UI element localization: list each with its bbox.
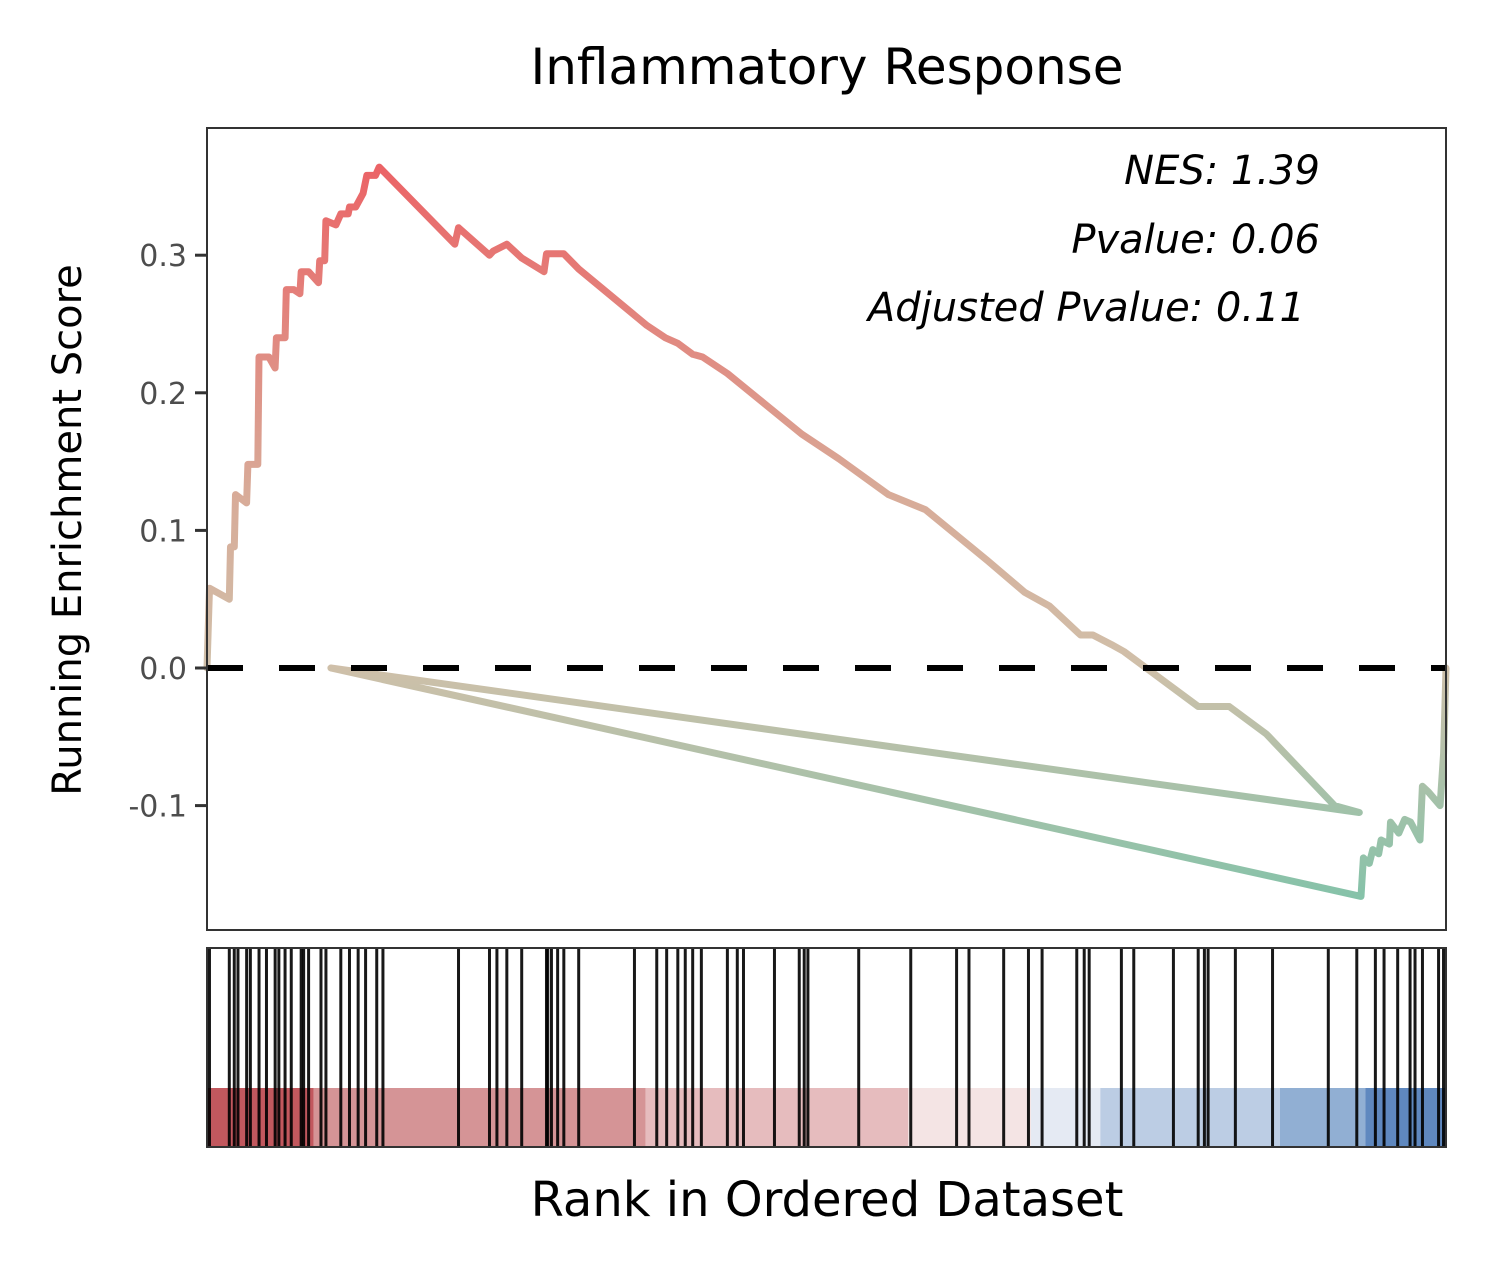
rank-band <box>1100 1088 1280 1147</box>
y-tick-label: 0.2 <box>139 377 187 412</box>
chart-title: Inflammatory Response <box>530 38 1124 96</box>
rank-band <box>1279 1088 1366 1147</box>
running-score-panel: -0.1 0.0 0.1 0.2 0.3 NES: 1.39 Pvalue: 0.06 Adj… <box>128 127 1450 931</box>
y-tick-label: 0.3 <box>139 239 187 274</box>
rank-band <box>645 1088 909 1147</box>
stats-annotation: NES: 1.39 <box>1124 148 1320 194</box>
y-tick-label: 0.1 <box>139 514 187 549</box>
stats-annotation: Pvalue: 0.06 <box>1071 217 1320 263</box>
rank-panel <box>206 947 1447 1148</box>
rank-band <box>1365 1088 1446 1147</box>
rank-panel-frame <box>206 947 1447 1148</box>
y-tick-label: -0.1 <box>128 790 187 825</box>
stats-annotation: Adjusted Pvalue: 0.11 <box>865 285 1305 331</box>
running-score-line <box>203 163 1450 900</box>
y-tick-label: 0.0 <box>139 652 187 687</box>
rank-band <box>313 1088 646 1147</box>
x-axis-label: Rank in Ordered Dataset <box>530 1172 1124 1228</box>
